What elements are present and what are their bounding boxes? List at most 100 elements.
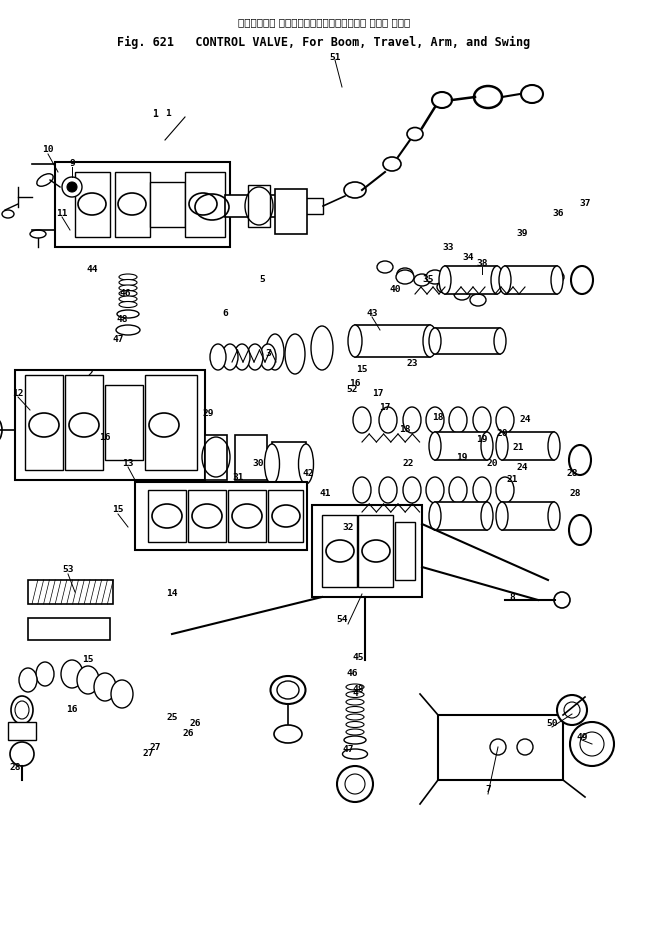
Ellipse shape (119, 290, 137, 296)
Text: 24: 24 (516, 463, 527, 471)
Ellipse shape (37, 174, 53, 187)
Bar (148, 490, 186, 542)
Ellipse shape (326, 540, 354, 562)
Bar (445, 266, 497, 294)
Bar (105, 385, 143, 460)
Text: 17: 17 (372, 389, 384, 399)
Bar (8, 722, 36, 740)
Ellipse shape (111, 680, 133, 708)
Bar (435, 432, 487, 460)
Bar (438, 715, 563, 780)
Ellipse shape (232, 504, 262, 528)
Ellipse shape (346, 691, 364, 698)
Ellipse shape (346, 714, 364, 720)
Text: 10: 10 (42, 146, 54, 154)
Text: 24: 24 (519, 415, 531, 425)
Ellipse shape (11, 696, 33, 724)
Ellipse shape (491, 266, 503, 294)
Text: 42: 42 (302, 469, 314, 479)
Circle shape (557, 695, 587, 725)
Text: 21: 21 (506, 475, 518, 485)
Bar (312, 505, 422, 597)
Ellipse shape (346, 729, 364, 735)
Bar (28, 580, 113, 604)
Ellipse shape (274, 725, 302, 743)
Ellipse shape (10, 742, 34, 766)
Ellipse shape (496, 502, 508, 530)
Ellipse shape (266, 334, 284, 370)
Text: 32: 32 (342, 523, 354, 531)
Ellipse shape (346, 684, 364, 690)
Ellipse shape (426, 407, 444, 433)
Ellipse shape (118, 193, 146, 215)
Text: 46: 46 (346, 669, 358, 679)
Circle shape (580, 732, 604, 756)
Ellipse shape (439, 266, 451, 294)
Circle shape (345, 774, 365, 794)
Ellipse shape (234, 344, 250, 370)
Bar (188, 490, 226, 542)
Ellipse shape (362, 540, 390, 562)
Text: 35: 35 (422, 275, 434, 285)
Text: 5: 5 (259, 275, 265, 285)
Ellipse shape (69, 413, 99, 437)
Circle shape (62, 177, 82, 197)
Ellipse shape (454, 288, 470, 300)
Text: コントロール バルブ、ブーム、走行、アーム および 旋回用: コントロール バルブ、ブーム、走行、アーム および 旋回用 (238, 17, 410, 27)
Ellipse shape (571, 266, 593, 294)
Bar (272, 442, 306, 487)
Text: 8: 8 (509, 592, 515, 602)
Ellipse shape (277, 681, 299, 699)
Text: 48: 48 (116, 315, 128, 325)
Text: 11: 11 (56, 209, 68, 219)
Ellipse shape (379, 407, 397, 433)
Bar (28, 618, 110, 640)
Text: 51: 51 (329, 52, 341, 62)
Ellipse shape (473, 477, 491, 503)
Text: 16: 16 (349, 380, 361, 388)
Ellipse shape (569, 445, 591, 475)
Text: 22: 22 (402, 460, 414, 468)
Text: 7: 7 (485, 785, 491, 795)
Bar (355, 325, 430, 357)
Ellipse shape (403, 407, 421, 433)
Ellipse shape (272, 505, 300, 527)
Text: 19: 19 (476, 435, 488, 445)
Circle shape (570, 722, 614, 766)
Ellipse shape (192, 504, 222, 528)
Ellipse shape (546, 270, 564, 284)
Text: 14: 14 (167, 589, 178, 599)
Text: 31: 31 (232, 472, 244, 482)
Ellipse shape (247, 344, 263, 370)
Bar (115, 172, 150, 237)
Text: 50: 50 (546, 720, 558, 728)
Text: 26: 26 (189, 720, 201, 728)
Ellipse shape (152, 504, 182, 528)
Ellipse shape (264, 444, 279, 484)
Text: 9: 9 (69, 160, 75, 169)
Bar (75, 172, 110, 237)
Ellipse shape (548, 432, 560, 460)
Text: 18: 18 (432, 412, 444, 422)
Bar (305, 198, 323, 214)
Text: 41: 41 (319, 489, 330, 499)
Ellipse shape (429, 432, 441, 460)
Bar (25, 375, 63, 470)
Ellipse shape (396, 270, 414, 284)
Ellipse shape (119, 302, 137, 307)
Text: Fig. 621   CONTROL VALVE, For Boom, Travel, Arm, and Swing: Fig. 621 CONTROL VALVE, For Boom, Travel… (117, 35, 531, 49)
Ellipse shape (94, 673, 116, 701)
Text: 39: 39 (516, 229, 527, 239)
Text: 33: 33 (442, 243, 454, 251)
Bar (235, 435, 267, 480)
Ellipse shape (149, 413, 179, 437)
Circle shape (337, 766, 373, 802)
Ellipse shape (407, 128, 423, 141)
Ellipse shape (116, 325, 140, 335)
Text: 47: 47 (342, 745, 354, 755)
Ellipse shape (397, 268, 413, 280)
Text: 28: 28 (566, 469, 578, 479)
Ellipse shape (470, 294, 486, 306)
Ellipse shape (426, 477, 444, 503)
Text: 19: 19 (456, 452, 468, 462)
